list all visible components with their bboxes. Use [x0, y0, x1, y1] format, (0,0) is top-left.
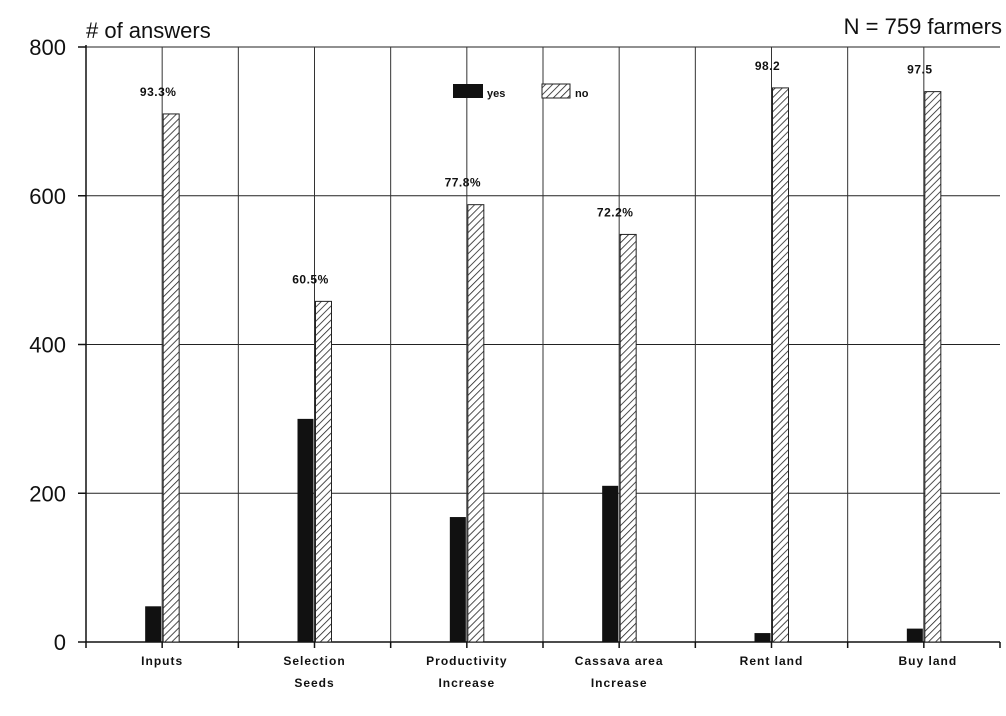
data-label: 77.8% — [445, 176, 482, 190]
y-axis-ticks: 0 200 400 600 800 — [29, 35, 86, 655]
bar-no — [162, 113, 180, 643]
bar-no — [315, 300, 332, 643]
category-labels: Inputs Selection Seeds Productivity Increase… — [141, 654, 957, 690]
data-labels: 93.3% 60.5% 77.8% 72.2% 98.2 97.5 — [140, 59, 932, 286]
bar-yes — [602, 485, 619, 642]
bar-yes — [754, 633, 771, 642]
bar-yes — [145, 606, 162, 642]
bar-yes — [297, 418, 314, 642]
gridlines — [85, 45, 1001, 648]
category-label: Productivity — [426, 654, 507, 668]
y-axis-label: # of answers — [86, 18, 211, 43]
category-label: Increase — [438, 676, 495, 690]
bar-yes — [449, 517, 466, 642]
category-label: Rent land — [740, 654, 804, 668]
legend-label-no: no — [575, 88, 589, 100]
bar-no — [619, 233, 637, 643]
y-tick-label: 200 — [29, 481, 66, 506]
data-label: 60.5% — [292, 272, 329, 286]
category-label: Inputs — [141, 654, 183, 668]
legend-swatch-no — [541, 83, 571, 99]
data-label: 97.5 — [907, 63, 932, 77]
y-tick-label: 600 — [29, 184, 66, 209]
bars — [145, 87, 942, 643]
category-label: Buy land — [898, 654, 957, 668]
bar-no — [924, 91, 942, 643]
y-tick-label: 400 — [29, 333, 66, 358]
category-label: Selection — [283, 654, 345, 668]
legend: yes no — [453, 83, 589, 100]
data-label: 93.3% — [140, 85, 177, 99]
legend-label-yes: yes — [487, 88, 505, 100]
bar-yes — [906, 628, 923, 642]
y-tick-label: 800 — [29, 35, 66, 60]
bar-no — [772, 87, 789, 643]
legend-swatch-yes — [453, 84, 483, 98]
category-label: Cassava area — [575, 654, 664, 668]
sample-size-annotation: N = 759 farmers — [844, 14, 1002, 39]
category-label: Increase — [591, 676, 648, 690]
data-label: 98.2 — [755, 59, 780, 73]
y-tick-label: 0 — [54, 630, 66, 655]
bar-no — [467, 204, 485, 643]
category-label: Seeds — [294, 676, 334, 690]
data-label: 72.2% — [597, 205, 634, 219]
